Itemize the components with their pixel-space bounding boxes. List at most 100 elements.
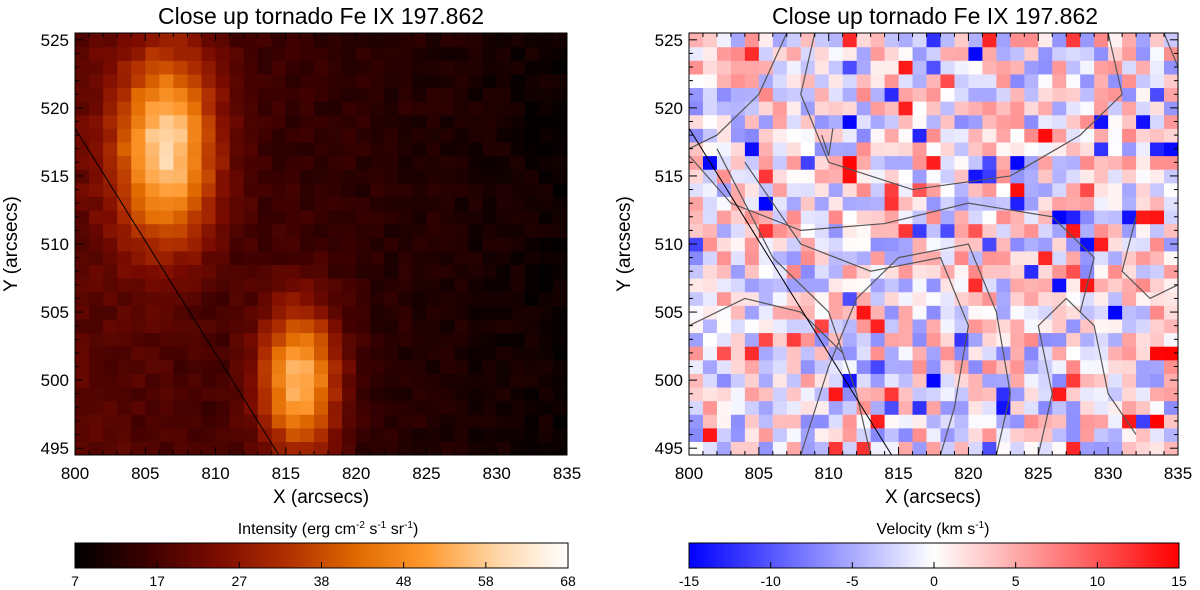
velocity-cell bbox=[814, 441, 830, 455]
intensity-cell bbox=[257, 305, 273, 320]
velocity-cell bbox=[856, 291, 872, 306]
velocity-cell bbox=[702, 101, 718, 116]
velocity-cell bbox=[730, 373, 746, 388]
velocity-cell bbox=[1136, 237, 1151, 252]
intensity-cell bbox=[257, 237, 273, 252]
velocity-cell bbox=[1010, 441, 1025, 455]
velocity-cell bbox=[702, 209, 718, 225]
velocity-cell bbox=[884, 60, 900, 75]
velocity-cell bbox=[1066, 114, 1081, 129]
velocity-cell bbox=[1066, 182, 1081, 197]
velocity-cell bbox=[912, 169, 928, 184]
velocity-cell bbox=[758, 182, 774, 197]
intensity-cell bbox=[552, 332, 567, 347]
velocity-cell bbox=[954, 264, 970, 279]
velocity-cell bbox=[716, 278, 732, 293]
intensity-cell bbox=[510, 250, 526, 266]
velocity-cell bbox=[1052, 359, 1067, 374]
velocity-cell bbox=[898, 128, 914, 143]
intensity-cell bbox=[342, 73, 357, 89]
velocity-cell bbox=[884, 427, 900, 442]
intensity-cell bbox=[482, 128, 498, 143]
intensity-cell bbox=[257, 250, 273, 266]
intensity-cell bbox=[426, 114, 442, 129]
velocity-cell bbox=[996, 128, 1011, 143]
velocity-cell bbox=[1136, 114, 1151, 129]
velocity-cell bbox=[1094, 400, 1109, 415]
velocity-cell bbox=[1080, 114, 1095, 129]
intensity-cell bbox=[496, 386, 512, 402]
intensity-cell bbox=[482, 332, 498, 347]
velocity-cell bbox=[702, 291, 718, 306]
intensity-cell bbox=[257, 359, 273, 374]
intensity-cell bbox=[89, 196, 104, 211]
intensity-cell bbox=[524, 128, 540, 143]
intensity-cell bbox=[398, 386, 413, 402]
velocity-cell bbox=[968, 414, 983, 429]
intensity-cell bbox=[313, 386, 329, 402]
intensity-cell bbox=[299, 33, 315, 48]
intensity-cell bbox=[426, 237, 442, 252]
intensity-colorbar-tick-label: 7 bbox=[71, 573, 79, 589]
velocity-cell bbox=[1010, 169, 1025, 184]
intensity-cell bbox=[131, 414, 146, 429]
intensity-cell bbox=[89, 427, 104, 442]
intensity-cell bbox=[496, 291, 512, 306]
velocity-cell bbox=[758, 332, 774, 347]
velocity-cell bbox=[716, 237, 732, 252]
intensity-cell bbox=[356, 278, 371, 293]
intensity-y-tick-label: 505 bbox=[41, 303, 69, 322]
velocity-cell bbox=[716, 250, 732, 266]
intensity-cell bbox=[356, 318, 371, 334]
velocity-cell bbox=[814, 305, 830, 320]
intensity-cell bbox=[285, 386, 301, 402]
velocity-cell bbox=[772, 60, 788, 75]
intensity-cell bbox=[412, 87, 428, 102]
intensity-cell bbox=[454, 278, 470, 293]
intensity-cell bbox=[89, 386, 104, 402]
velocity-cell bbox=[1024, 87, 1039, 102]
intensity-cell bbox=[89, 33, 104, 48]
intensity-cell bbox=[271, 291, 287, 306]
velocity-cell bbox=[689, 196, 704, 211]
intensity-cell bbox=[510, 305, 526, 320]
velocity-cell bbox=[744, 196, 760, 211]
velocity-cell bbox=[996, 182, 1011, 197]
velocity-cell bbox=[996, 141, 1011, 157]
velocity-cell bbox=[982, 305, 997, 320]
intensity-cell bbox=[201, 169, 217, 184]
velocity-cell bbox=[870, 400, 886, 415]
velocity-cell bbox=[1024, 373, 1039, 388]
velocity-cell bbox=[1080, 427, 1095, 442]
velocity-cell bbox=[702, 196, 718, 211]
intensity-cell bbox=[75, 128, 90, 143]
intensity-cell bbox=[131, 400, 146, 415]
intensity-cell bbox=[370, 250, 385, 266]
velocity-cell bbox=[954, 223, 970, 238]
velocity-cell bbox=[926, 318, 942, 334]
intensity-cell bbox=[131, 128, 146, 143]
intensity-cell bbox=[103, 182, 118, 197]
velocity-cell bbox=[982, 209, 997, 225]
velocity-cell bbox=[884, 87, 900, 102]
intensity-cell bbox=[342, 114, 357, 129]
intensity-cell bbox=[285, 250, 301, 266]
intensity-cell bbox=[117, 346, 132, 361]
velocity-cell bbox=[1052, 427, 1067, 442]
intensity-cell bbox=[117, 264, 132, 279]
intensity-cell bbox=[173, 305, 189, 320]
intensity-cell bbox=[89, 414, 104, 429]
velocity-cell bbox=[689, 250, 704, 266]
intensity-cell bbox=[299, 237, 315, 252]
velocity-cell bbox=[856, 196, 872, 211]
velocity-cell bbox=[716, 73, 732, 89]
velocity-cell bbox=[716, 386, 732, 402]
intensity-cell bbox=[271, 305, 287, 320]
velocity-cell bbox=[1080, 318, 1095, 334]
velocity-cell bbox=[1122, 169, 1137, 184]
intensity-cell bbox=[440, 414, 456, 429]
intensity-cell bbox=[243, 87, 259, 102]
intensity-cell bbox=[496, 318, 512, 334]
intensity-cell bbox=[271, 46, 287, 61]
